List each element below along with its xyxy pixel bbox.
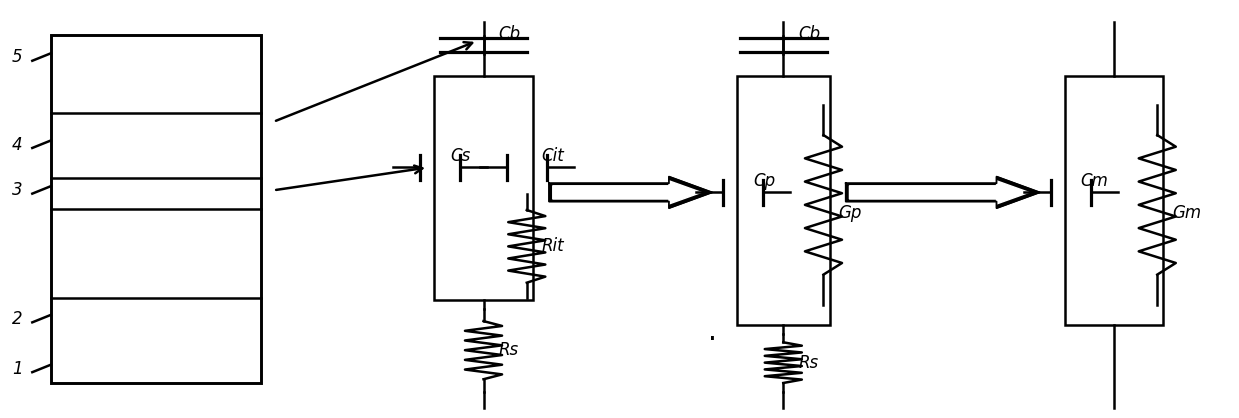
- Text: Gm: Gm: [1172, 204, 1202, 222]
- Text: Rs: Rs: [498, 341, 518, 359]
- Text: 1: 1: [12, 360, 22, 378]
- Text: Gp: Gp: [839, 204, 861, 222]
- Text: 5: 5: [12, 48, 22, 66]
- Polygon shape: [846, 177, 1040, 208]
- Polygon shape: [549, 177, 712, 208]
- Polygon shape: [553, 181, 701, 204]
- Text: Rit: Rit: [541, 237, 564, 255]
- Text: 2: 2: [12, 310, 22, 328]
- Text: 3: 3: [12, 181, 22, 199]
- Text: Cs: Cs: [450, 148, 471, 166]
- Text: 4: 4: [12, 135, 22, 154]
- Text: Cb: Cb: [798, 25, 820, 43]
- Text: ·: ·: [707, 326, 716, 354]
- Text: Cp: Cp: [753, 172, 776, 190]
- Text: Cb: Cb: [498, 25, 520, 43]
- Text: Rs: Rs: [798, 354, 818, 372]
- Text: Cm: Cm: [1080, 172, 1109, 190]
- Polygon shape: [850, 181, 1030, 204]
- Text: Cit: Cit: [541, 148, 565, 166]
